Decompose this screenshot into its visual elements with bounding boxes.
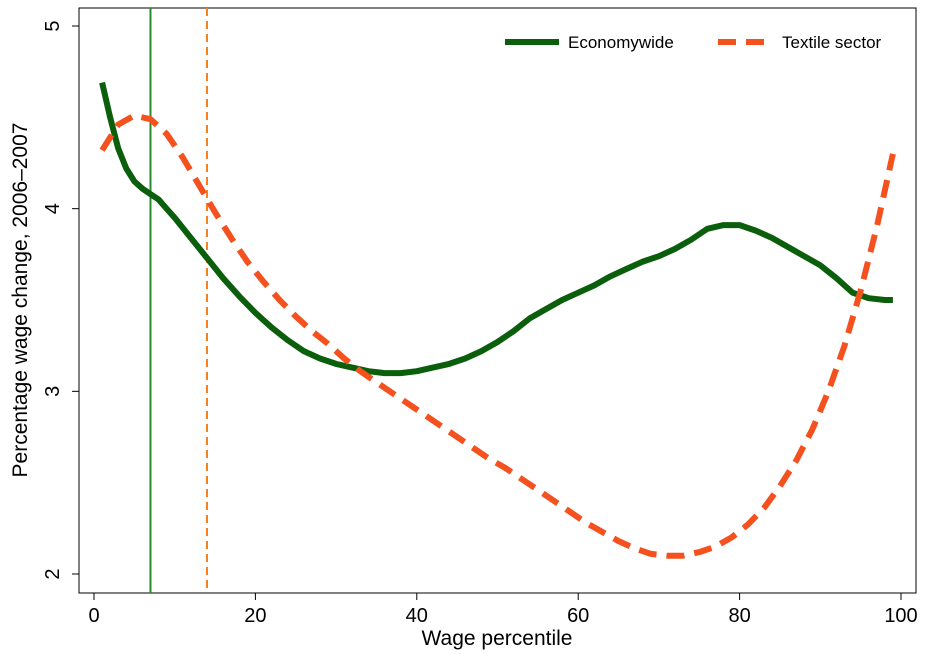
x-axis-title: Wage percentile	[422, 627, 573, 650]
x-tick-label-3: 60	[567, 605, 589, 627]
data-series	[99, 81, 896, 559]
x-tick-label-1: 20	[244, 605, 266, 627]
legend: Economywide Textile sector	[505, 33, 882, 52]
legend-label-0: Economywide	[568, 33, 674, 52]
x-tick-label-0: 0	[88, 605, 99, 627]
x-tick-label-2: 40	[406, 605, 428, 627]
plot-area	[78, 7, 917, 594]
x-tick-label-5: 100	[884, 605, 917, 627]
axis-ticks: 0 20 40 60 80 100 2 3 4 5	[42, 20, 918, 627]
x-tick-label-4: 80	[728, 605, 750, 627]
y-axis-title: Percentage wage change, 2006–2007	[9, 123, 32, 478]
series-line-0	[99, 81, 893, 377]
reference-lines	[149, 8, 208, 593]
series-line-1	[99, 112, 896, 559]
legend-label-1: Textile sector	[782, 33, 882, 52]
y-tick-label-0: 2	[42, 568, 64, 579]
y-tick-label-1: 3	[42, 386, 64, 397]
y-tick-label-2: 4	[42, 203, 64, 214]
y-tick-label-3: 5	[42, 20, 64, 31]
